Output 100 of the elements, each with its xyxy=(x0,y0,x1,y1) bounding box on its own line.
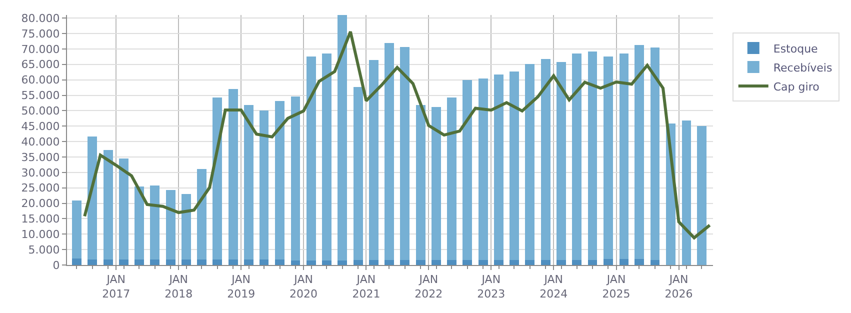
bar xyxy=(290,96,300,261)
bar xyxy=(228,88,238,260)
bar xyxy=(432,106,442,260)
bar xyxy=(290,260,300,265)
bar xyxy=(244,259,254,265)
x-tick-label: JAN 2019 xyxy=(227,273,256,300)
bar xyxy=(478,78,488,260)
bar xyxy=(72,258,82,265)
y-tick-label: 5.000 xyxy=(28,243,60,256)
bar xyxy=(228,259,238,265)
y-tick-label: 50.000 xyxy=(21,104,60,118)
bar xyxy=(166,190,176,260)
bar xyxy=(416,260,426,265)
bar xyxy=(634,44,644,259)
x-tick-label: JAN 2023 xyxy=(477,273,506,300)
y-tick-label: 65.000 xyxy=(21,58,60,72)
bar xyxy=(134,259,144,265)
bar xyxy=(196,169,206,260)
x-tick-label: JAN 2020 xyxy=(290,273,318,300)
bar xyxy=(244,105,254,260)
bar xyxy=(134,186,144,260)
bar xyxy=(353,86,363,260)
bar xyxy=(322,54,332,261)
bar xyxy=(88,136,98,260)
y-tick-label: 75.000 xyxy=(21,27,60,40)
y-tick-label: 80.000 xyxy=(21,12,60,25)
bar xyxy=(400,260,410,265)
bar xyxy=(619,54,629,259)
bar xyxy=(275,259,284,265)
bar xyxy=(446,260,456,265)
bar xyxy=(525,64,535,260)
bar xyxy=(588,260,598,265)
bar xyxy=(556,260,566,265)
bar xyxy=(416,105,426,260)
bar xyxy=(182,194,192,260)
bar xyxy=(150,259,160,265)
bar xyxy=(182,259,192,265)
y-tick-label: 30.000 xyxy=(21,166,60,180)
bar xyxy=(494,74,504,260)
legend-label: Cap giro xyxy=(773,80,820,94)
bar xyxy=(540,59,550,260)
bar xyxy=(119,158,129,260)
bar xyxy=(196,259,206,265)
bar xyxy=(259,259,269,265)
bar xyxy=(619,258,629,265)
bar xyxy=(588,51,598,260)
bar xyxy=(369,60,379,260)
x-tick-label: JAN 2024 xyxy=(540,273,568,300)
bar xyxy=(212,259,222,265)
bar xyxy=(525,260,535,265)
bar xyxy=(572,260,582,265)
legend-label: Recebíveis xyxy=(773,61,832,74)
bar xyxy=(353,260,363,265)
bar xyxy=(604,258,613,265)
y-tick-label: 0 xyxy=(52,258,60,272)
bar xyxy=(462,80,472,260)
x-tick-label: JAN 2026 xyxy=(664,273,693,300)
bar xyxy=(509,71,519,260)
bar xyxy=(509,260,519,265)
y-tick-label: 60.000 xyxy=(21,74,60,87)
y-tick-label: 35.000 xyxy=(21,150,60,164)
line-series xyxy=(83,30,712,240)
bar xyxy=(432,260,442,265)
bar xyxy=(462,260,472,265)
bar xyxy=(494,260,504,265)
bar xyxy=(150,185,160,260)
y-tick-label: 45.000 xyxy=(21,120,60,133)
bar xyxy=(384,42,394,260)
y-tick-label: 40.000 xyxy=(21,135,60,148)
bar xyxy=(696,126,706,265)
y-tick-label: 15.000 xyxy=(21,212,60,226)
y-tick-label: 25.000 xyxy=(21,182,60,195)
y-tick-label: 20.000 xyxy=(21,197,60,210)
bar xyxy=(604,56,613,259)
bar xyxy=(103,259,113,265)
x-tick-label: JAN 2022 xyxy=(414,273,443,300)
bar xyxy=(400,46,410,260)
bar xyxy=(650,48,660,260)
bar xyxy=(72,200,82,259)
y-tick-label: 55.000 xyxy=(21,89,60,102)
bar xyxy=(88,259,98,265)
bar xyxy=(338,260,348,265)
bar xyxy=(338,15,348,261)
x-tick-label: JAN 2021 xyxy=(352,273,380,300)
bar xyxy=(650,260,660,265)
bar xyxy=(384,260,394,265)
bar xyxy=(572,54,582,260)
bar xyxy=(540,260,550,265)
bar xyxy=(306,260,316,265)
bar xyxy=(634,258,644,265)
bar xyxy=(119,259,129,265)
x-tick-label: JAN 2018 xyxy=(164,273,193,300)
y-tick-label: 10.000 xyxy=(21,228,60,241)
bar xyxy=(478,260,488,265)
y-tick-label: 70.000 xyxy=(21,42,60,56)
legend-label: Estoque xyxy=(773,42,818,56)
bar xyxy=(682,120,692,265)
bar xyxy=(166,259,176,265)
bar xyxy=(306,56,316,261)
bar xyxy=(103,150,113,260)
